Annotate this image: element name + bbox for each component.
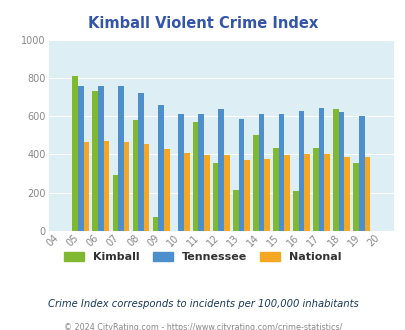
Legend: Kimball, Tennessee, National: Kimball, Tennessee, National <box>60 248 345 267</box>
Text: Kimball Violent Crime Index: Kimball Violent Crime Index <box>87 16 318 31</box>
Bar <box>164 149 169 231</box>
Bar <box>138 93 143 231</box>
Bar <box>333 110 338 231</box>
Bar <box>143 144 149 231</box>
Bar <box>98 85 103 231</box>
Bar <box>324 154 329 231</box>
Bar <box>83 142 89 231</box>
Bar <box>218 109 224 231</box>
Bar <box>92 91 98 231</box>
Bar <box>264 159 269 231</box>
Bar <box>364 157 369 231</box>
Bar <box>212 163 218 231</box>
Bar <box>292 191 298 231</box>
Bar <box>273 148 278 231</box>
Bar <box>103 141 109 231</box>
Bar <box>224 155 229 231</box>
Bar <box>112 176 118 231</box>
Bar <box>338 112 343 231</box>
Bar <box>352 163 358 231</box>
Bar <box>258 114 264 231</box>
Bar <box>358 116 364 231</box>
Bar <box>312 148 318 231</box>
Bar <box>232 190 238 231</box>
Bar <box>158 105 164 231</box>
Text: Crime Index corresponds to incidents per 100,000 inhabitants: Crime Index corresponds to incidents per… <box>47 299 358 309</box>
Bar <box>203 155 209 231</box>
Bar <box>343 157 349 231</box>
Bar <box>298 112 304 231</box>
Bar <box>118 85 124 231</box>
Bar <box>178 114 183 231</box>
Bar <box>304 154 309 231</box>
Bar <box>318 108 324 231</box>
Bar <box>124 142 129 231</box>
Bar <box>192 122 198 231</box>
Bar <box>252 135 258 231</box>
Bar <box>198 114 203 231</box>
Bar <box>183 153 189 231</box>
Bar <box>278 114 284 231</box>
Bar <box>238 119 243 231</box>
Bar <box>132 120 138 231</box>
Bar <box>284 155 289 231</box>
Bar <box>243 160 249 231</box>
Text: © 2024 CityRating.com - https://www.cityrating.com/crime-statistics/: © 2024 CityRating.com - https://www.city… <box>64 323 341 330</box>
Bar <box>72 76 78 231</box>
Bar <box>152 216 158 231</box>
Bar <box>78 85 83 231</box>
